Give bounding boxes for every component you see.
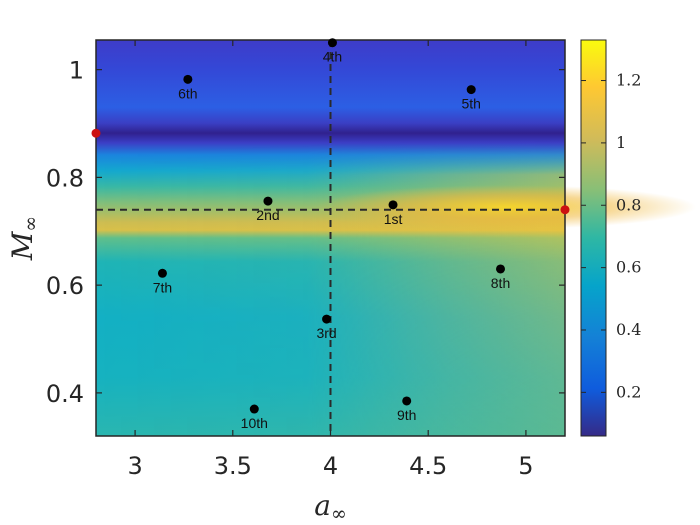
- data-point: [322, 314, 332, 324]
- colorbar-tick-label: 1.2: [616, 71, 641, 90]
- y-axis-title: M∞: [6, 216, 42, 262]
- colorbar-scale: [580, 39, 607, 437]
- data-point: [388, 200, 398, 210]
- y-tick-label: 0.8: [46, 164, 84, 192]
- x-tick-label: 3.5: [214, 452, 252, 480]
- data-point: [496, 264, 506, 274]
- colorbar-tick-label: 0.8: [616, 195, 641, 214]
- data-point-label: 10th: [241, 415, 268, 431]
- x-axis-title: a∞: [314, 489, 347, 525]
- data-point: [249, 404, 259, 414]
- data-point-label: 4th: [323, 49, 342, 65]
- y-tick-label: 1: [69, 57, 84, 85]
- data-point: [157, 268, 167, 278]
- data-point-label: 1st: [384, 211, 403, 227]
- x-tick-label: 4.5: [409, 452, 447, 480]
- data-point-label: 3rd: [316, 325, 336, 341]
- data-point: [466, 85, 476, 95]
- data-point-label: 2nd: [256, 207, 279, 223]
- edge-marker: [91, 128, 101, 138]
- data-point: [263, 196, 273, 206]
- data-point-label: 6th: [178, 85, 197, 101]
- data-point-label: 8th: [491, 275, 510, 291]
- colorbar-tick-label: 0.2: [616, 382, 641, 401]
- colorbar-tick-label: 0.4: [616, 320, 641, 339]
- marks: 1st 2nd 3rd 4th 5th 6th 7th 8th 9th 10th: [91, 38, 570, 436]
- colorbar: 0.2 0.4 0.6 0.8 1 1.2: [580, 39, 641, 437]
- y-tick-label: 0.4: [46, 380, 84, 408]
- colorbar-tick-label: 0.6: [616, 258, 641, 277]
- x-tick-label: 4: [323, 452, 338, 480]
- data-point-label: 5th: [461, 96, 480, 112]
- data-point: [327, 38, 337, 48]
- data-point: [402, 396, 412, 406]
- edge-marker: [560, 205, 570, 215]
- x-tick-label: 5: [518, 452, 533, 480]
- axis-titles: a∞ M∞: [6, 216, 347, 525]
- data-point: [183, 74, 193, 84]
- y-tick-label: 0.6: [46, 272, 84, 300]
- axes: 3 3.5 4 4.5 5 0.4 0.6 0.8 1: [46, 39, 566, 480]
- data-point-label: 9th: [397, 407, 416, 423]
- x-tick-label: 3: [127, 452, 142, 480]
- colorbar-tick-label: 1: [616, 133, 626, 152]
- data-point-label: 7th: [153, 279, 172, 295]
